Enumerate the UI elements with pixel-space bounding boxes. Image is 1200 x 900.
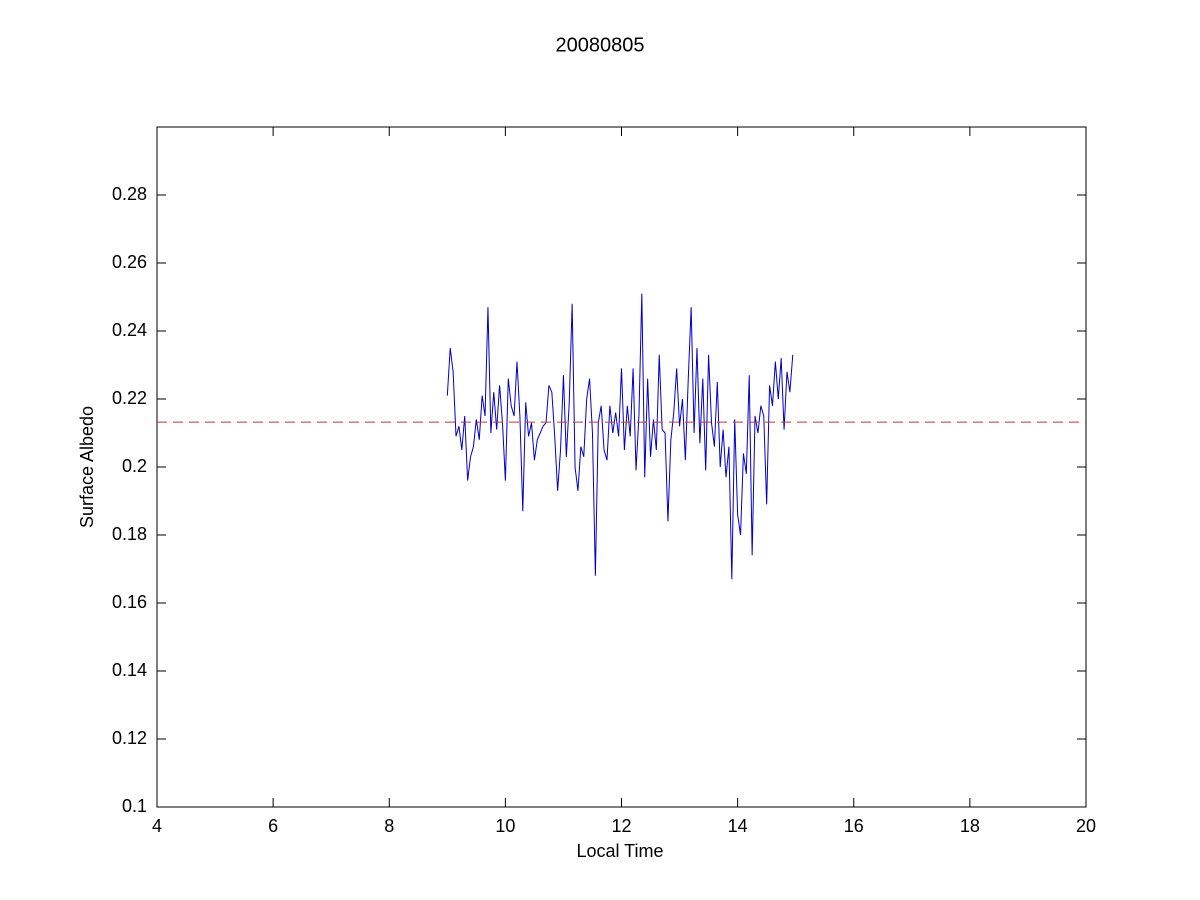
y-tick-label: 0.22 [112, 388, 147, 408]
data-line [446, 293, 794, 580]
y-tick-label: 0.12 [112, 728, 147, 748]
y-tick-label: 0.24 [112, 320, 147, 340]
chart-title: 20080805 [556, 34, 645, 56]
x-tick-label: 12 [611, 816, 631, 836]
y-tick-label: 0.18 [112, 524, 147, 544]
x-tick-label: 18 [960, 816, 980, 836]
x-axis-label: Local Time [576, 841, 663, 861]
x-tick-label: 20 [1076, 816, 1096, 836]
x-tick-label: 4 [152, 816, 162, 836]
x-tick-label: 10 [495, 816, 515, 836]
y-tick-label: 0.16 [112, 592, 147, 612]
x-tick-label: 16 [844, 816, 864, 836]
y-tick-label: 0.1 [122, 796, 147, 816]
y-tick-label: 0.14 [112, 660, 147, 680]
y-tick-label: 0.28 [112, 184, 147, 204]
x-tick-label: 6 [268, 816, 278, 836]
y-tick-label: 0.26 [112, 252, 147, 272]
x-tick-label: 14 [728, 816, 748, 836]
y-axis-label: Surface Albedo [77, 406, 97, 528]
x-tick-label: 8 [384, 816, 394, 836]
y-tick-label: 0.2 [122, 456, 147, 476]
